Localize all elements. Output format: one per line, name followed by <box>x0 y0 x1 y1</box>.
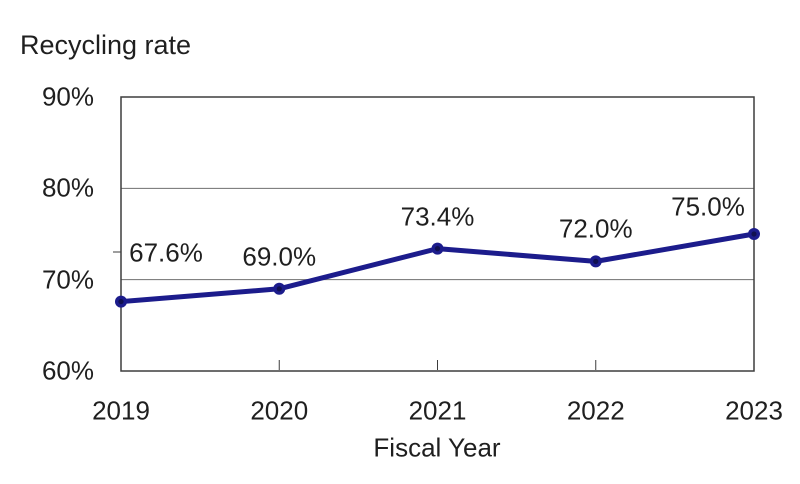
y-tick-label: 70% <box>41 264 94 295</box>
data-point-label: 73.4% <box>400 201 475 232</box>
x-tick-label: 2020 <box>250 395 309 426</box>
data-point-marker-core <box>593 258 599 264</box>
data-point-marker-core <box>434 246 441 252</box>
x-tick-label: 2021 <box>408 395 467 426</box>
data-point-marker-core <box>276 286 282 292</box>
y-tick-label: 60% <box>41 355 94 386</box>
data-point-marker-core <box>118 298 124 305</box>
x-axis-title: Fiscal Year <box>373 432 501 463</box>
y-tick-label: 90% <box>41 81 94 112</box>
x-tick-label: 2022 <box>566 395 625 426</box>
chart-title: Recycling rate <box>20 30 192 60</box>
data-point-label: 75.0% <box>671 191 745 222</box>
x-tick-label: 2019 <box>92 395 150 426</box>
x-tick-label: 2023 <box>725 395 783 426</box>
y-tick-label: 80% <box>41 172 94 203</box>
data-point-label: 72.0% <box>558 213 633 244</box>
plot-border <box>120 96 755 372</box>
data-point-label: 67.6% <box>129 237 203 268</box>
data-point-marker-core <box>751 231 757 237</box>
data-point-label: 69.0% <box>242 241 317 272</box>
